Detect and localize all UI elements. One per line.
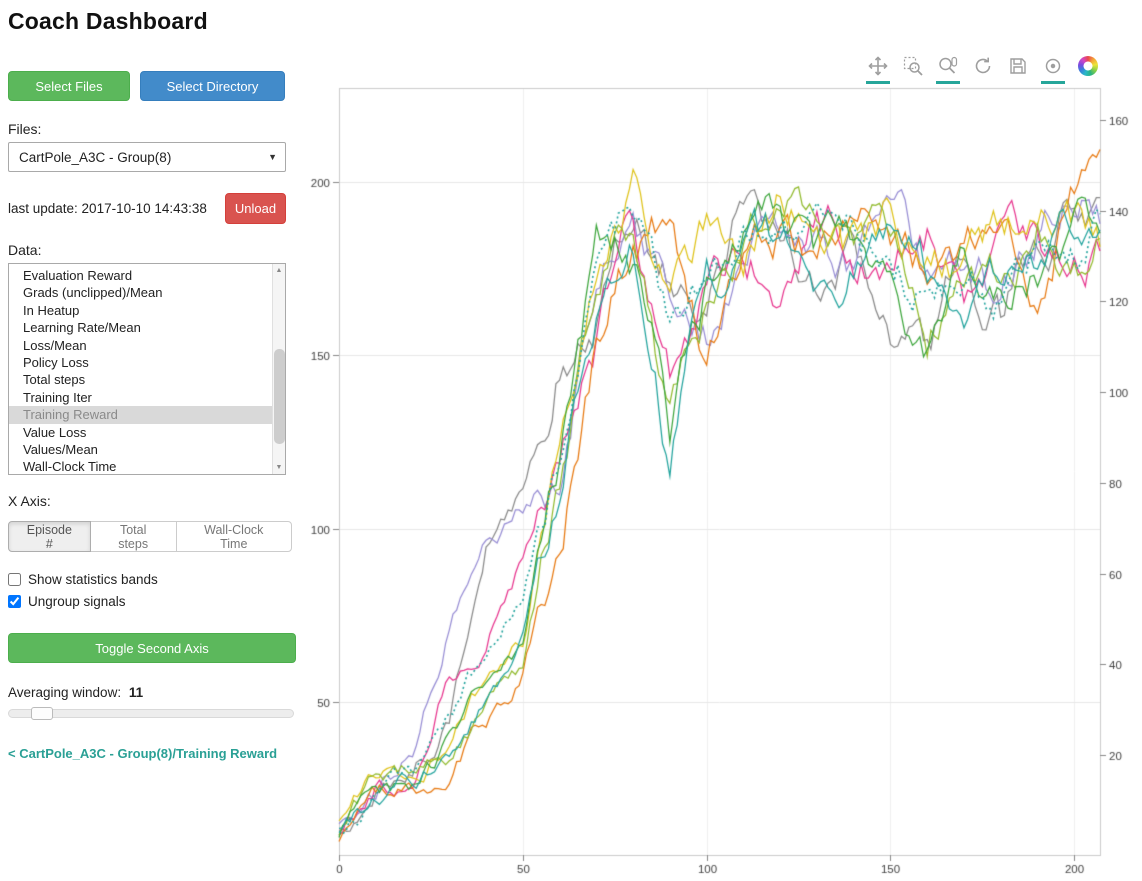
ungroup-signals-input[interactable] (8, 595, 21, 608)
scroll-down-icon[interactable]: ▼ (275, 464, 283, 471)
data-list-item[interactable]: In Heatup (23, 302, 80, 318)
data-list-item[interactable]: Value Loss (23, 424, 87, 440)
ungroup-signals-label: Ungroup signals (28, 594, 126, 609)
show-statistics-bands-input[interactable] (8, 573, 21, 586)
listbox-scrollbar[interactable]: ▲ ▼ (272, 264, 285, 474)
x-axis-label: X Axis: (8, 493, 51, 509)
unload-button[interactable]: Unload (225, 193, 286, 224)
training-reward-chart[interactable] (300, 0, 1142, 881)
averaging-window-slider[interactable] (8, 707, 294, 720)
bokeh-logo-icon[interactable] (1076, 54, 1100, 84)
scroll-up-icon[interactable]: ▲ (275, 267, 283, 274)
averaging-window-row: Averaging window: 11 (8, 685, 292, 700)
data-list-item[interactable]: Learning Rate/Mean (23, 320, 141, 336)
plot-area (300, 0, 1142, 881)
pan-icon[interactable] (866, 54, 890, 84)
averaging-window-value: 11 (128, 685, 144, 700)
x-axis-button-group: Episode # Total steps Wall-Clock Time (8, 521, 292, 552)
select-directory-button[interactable]: Select Directory (140, 71, 285, 101)
hover-icon[interactable] (1041, 54, 1065, 84)
file-buttons-row: Select Files Select Directory (8, 71, 292, 101)
averaging-window-label: Averaging window: (8, 685, 122, 700)
breadcrumb[interactable]: < CartPole_A3C - Group(8)/Training Rewar… (8, 746, 278, 761)
last-update-text: last update: 2017-10-10 14:43:38 (8, 201, 207, 216)
wheel-zoom-icon[interactable] (936, 54, 960, 84)
files-select[interactable]: CartPole_A3C - Group(8) ▼ (8, 142, 286, 172)
ungroup-signals-checkbox[interactable]: Ungroup signals (8, 594, 292, 609)
plot-toolbar (866, 54, 1100, 84)
data-list-item[interactable]: Loss/Mean (23, 337, 87, 353)
data-options: Evaluation Reward Grads (unclipped)/Mean I… (9, 264, 272, 474)
chevron-down-icon: ▼ (268, 152, 277, 162)
data-list-item[interactable]: Training Iter (23, 389, 92, 405)
data-list-item[interactable]: Values/Mean (23, 442, 98, 458)
data-list-item[interactable]: Policy Loss (23, 355, 89, 371)
save-icon[interactable] (1006, 54, 1030, 84)
x-axis-option-button[interactable]: Wall-Clock Time (175, 521, 292, 552)
toggle-second-axis-button[interactable]: Toggle Second Axis (8, 633, 296, 663)
scrollbar-track[interactable] (273, 277, 286, 461)
reset-icon[interactable] (971, 54, 995, 84)
show-statistics-bands-checkbox[interactable]: Show statistics bands (8, 572, 292, 587)
data-label: Data: (8, 242, 42, 258)
files-select-value: CartPole_A3C - Group(8) (19, 149, 172, 165)
sidebar: Coach Dashboard Select Files Select Dire… (0, 0, 300, 881)
x-axis-option-button[interactable]: Total steps (89, 521, 177, 552)
show-statistics-bands-label: Show statistics bands (28, 572, 158, 587)
box-zoom-icon[interactable] (901, 54, 925, 84)
select-files-button[interactable]: Select Files (8, 71, 130, 101)
data-list-item[interactable]: Grads (unclipped)/Mean (23, 285, 163, 301)
last-update-row: last update: 2017-10-10 14:43:38 Unload (8, 193, 286, 224)
slider-handle[interactable] (31, 707, 53, 720)
data-list-item[interactable]: Training Reward (9, 406, 272, 424)
scrollbar-thumb[interactable] (273, 349, 285, 444)
data-list-item[interactable]: Total steps (23, 372, 86, 388)
data-list-item[interactable]: Wall-Clock Time (23, 459, 117, 475)
page-title: Coach Dashboard (8, 8, 208, 34)
data-listbox: Evaluation Reward Grads (unclipped)/Mean I… (8, 263, 286, 475)
data-list-item[interactable]: Evaluation Reward (23, 268, 133, 283)
x-axis-option-button[interactable]: Episode # (8, 521, 91, 552)
files-label: Files: (8, 121, 42, 137)
